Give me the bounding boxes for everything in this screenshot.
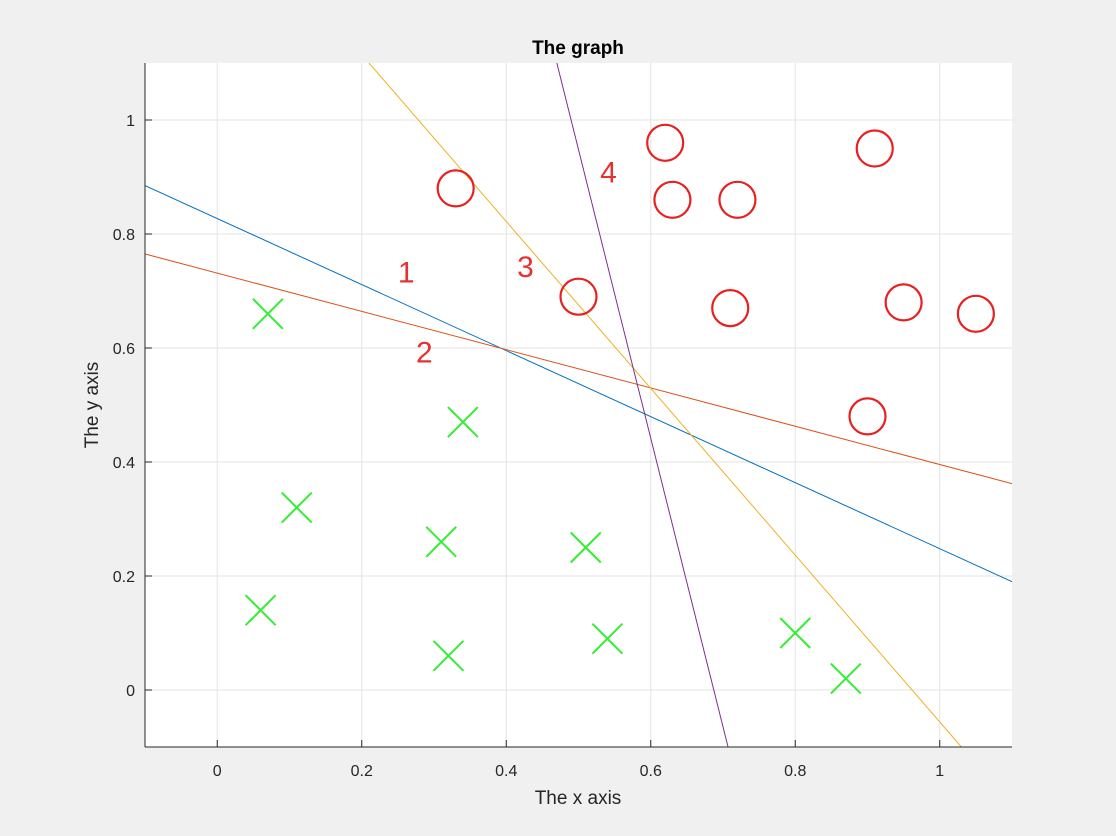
plot-area	[145, 63, 1012, 747]
circle-marker	[559, 277, 598, 316]
x-tick-label: 0.2	[351, 763, 373, 780]
y-tick-label: 0.6	[113, 341, 135, 358]
decision-line-3	[368, 63, 962, 747]
x-tick-label: 1	[935, 763, 944, 780]
y-axis-label: The y axis	[82, 362, 103, 449]
circle-marker	[711, 289, 750, 328]
x-marker	[244, 594, 277, 626]
x-marker	[570, 531, 602, 564]
axes	[144, 63, 1012, 748]
y-tick-label: 0	[126, 683, 135, 700]
circle-marker	[956, 294, 995, 333]
decision-line-4	[556, 63, 729, 747]
y-tick-label: 1	[126, 113, 135, 130]
grid	[145, 63, 1012, 747]
x-tick-label: 0.6	[640, 763, 662, 780]
circle-marker	[884, 283, 923, 322]
x-tick-label: 0.4	[495, 763, 517, 780]
x-marker	[830, 662, 862, 695]
circle-marker	[855, 129, 894, 168]
y-tick-label: 0.4	[113, 455, 135, 472]
x-marker	[425, 526, 457, 558]
x-marker	[252, 298, 284, 330]
line-annotation: 1	[398, 256, 415, 289]
circle-marker	[848, 397, 887, 436]
x-marker	[281, 491, 313, 524]
x-marker	[432, 640, 465, 672]
circle-marker	[718, 180, 757, 219]
circle-marker	[653, 180, 692, 219]
y-tick-label: 0.2	[113, 569, 135, 586]
chart-title: The graph	[532, 38, 624, 59]
x-marker	[591, 622, 624, 655]
line-annotation: 4	[600, 157, 617, 190]
line-annotations: 1 2 3 4	[398, 157, 617, 370]
data-markers	[244, 123, 995, 695]
x-tick-label: 0.8	[784, 763, 806, 780]
line-annotation: 2	[416, 336, 433, 369]
x-axis-label: The x axis	[535, 788, 622, 809]
decision-line-2	[145, 253, 1012, 485]
circle-marker	[646, 123, 685, 162]
decision-lines	[145, 63, 1012, 747]
line-annotation: 3	[517, 251, 534, 284]
x-tick-label: 0	[213, 763, 222, 780]
x-marker	[779, 617, 811, 649]
x-marker	[447, 406, 479, 438]
tick-labels: 0 0.2 0.4 0.6 0.8 1 0 0.2 0.4 0.6 0.8 1	[113, 113, 945, 780]
decision-line-1	[145, 185, 1012, 583]
y-tick-label: 0.8	[113, 227, 135, 244]
circle-marker	[436, 169, 475, 208]
